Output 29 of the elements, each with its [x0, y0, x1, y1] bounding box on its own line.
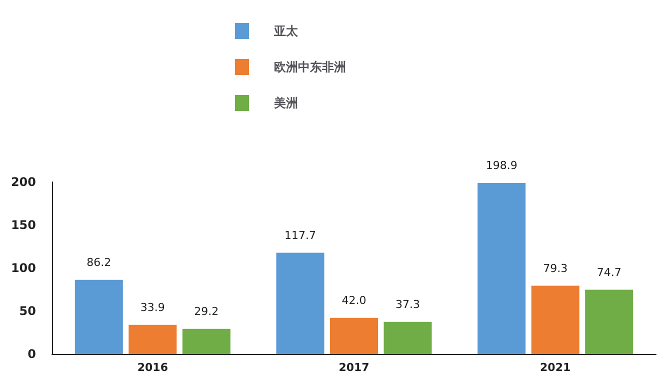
bar	[128, 324, 177, 354]
x-tick-label: 2017	[338, 361, 370, 374]
data-label: 79.3	[543, 262, 568, 275]
data-label: 37.3	[396, 298, 420, 311]
y-tick-label: 50	[19, 304, 36, 318]
bar	[478, 182, 526, 354]
y-tick-label: 100	[10, 261, 36, 275]
data-label: 29.2	[194, 304, 219, 318]
bar	[531, 286, 580, 354]
data-label: 117.7	[284, 228, 316, 242]
bar	[74, 280, 123, 354]
y-tick-label: 200	[10, 175, 36, 189]
data-label: 198.9	[486, 158, 518, 172]
data-label: 86.2	[86, 256, 112, 269]
bar	[330, 318, 378, 354]
bar	[384, 322, 432, 354]
x-tick-label: 2016	[137, 361, 168, 374]
legend-label: 美洲	[273, 96, 298, 110]
data-label: 33.9	[140, 300, 165, 314]
legend-label: 欧洲中东非洲	[274, 60, 346, 74]
bar	[276, 252, 324, 354]
bar	[585, 290, 634, 354]
x-tick-label: 2021	[540, 361, 571, 374]
legend-label: 亚太	[273, 24, 299, 38]
y-tick-label: 0	[28, 347, 36, 361]
data-label: 74.7	[596, 266, 622, 279]
data-label: 42.0	[342, 294, 366, 307]
y-tick-label: 150	[10, 218, 36, 232]
bar	[182, 328, 230, 354]
